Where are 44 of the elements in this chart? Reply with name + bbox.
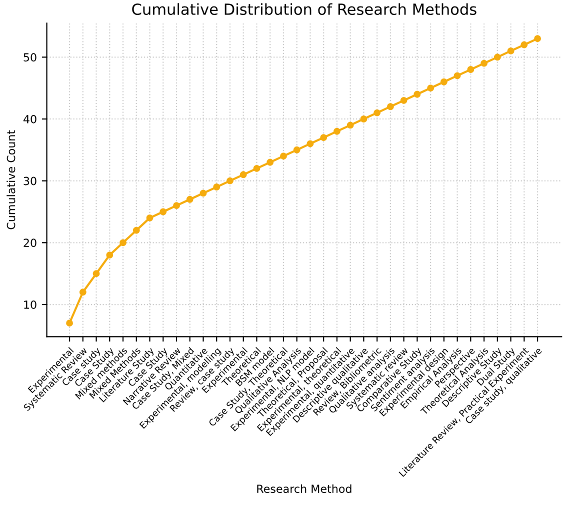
point: [520, 41, 528, 48]
point: [306, 140, 314, 148]
point: [467, 66, 474, 73]
point: [280, 152, 287, 160]
point: [160, 208, 167, 216]
point: [360, 116, 368, 122]
point: [146, 214, 154, 222]
point: [92, 270, 100, 278]
y-tick-label: 50: [24, 53, 36, 62]
y-axis-title: Cumulative Count: [6, 130, 16, 230]
point: [414, 90, 421, 98]
point: [507, 47, 514, 54]
point: [480, 60, 488, 67]
point: [266, 158, 274, 166]
point: [386, 103, 394, 110]
point: [400, 96, 408, 104]
point: [200, 190, 207, 197]
point: [440, 78, 448, 86]
point: [333, 128, 340, 135]
point: [79, 288, 86, 296]
point: [494, 54, 501, 61]
y-tick-label: 30: [24, 176, 36, 186]
y-tick-label: 20: [24, 238, 36, 248]
point: [226, 177, 234, 184]
point: [186, 196, 194, 203]
point: [346, 122, 354, 129]
point: [173, 202, 180, 210]
point: [374, 109, 381, 116]
point: [427, 84, 434, 92]
point: [213, 184, 220, 190]
point: [454, 72, 461, 80]
point: [320, 134, 328, 142]
point: [120, 239, 126, 246]
point: [293, 146, 300, 154]
chart-title: Cumulative Distribution of Research Methods: [132, 3, 476, 16]
point: [534, 35, 542, 42]
x-axis-title: Research Method: [257, 484, 352, 494]
point: [66, 320, 74, 327]
y-tick-label: 10: [24, 300, 36, 309]
point: [253, 164, 260, 172]
y-tick-label: 40: [23, 114, 36, 124]
point: [106, 252, 114, 259]
point: [240, 171, 247, 178]
point: [132, 226, 140, 234]
